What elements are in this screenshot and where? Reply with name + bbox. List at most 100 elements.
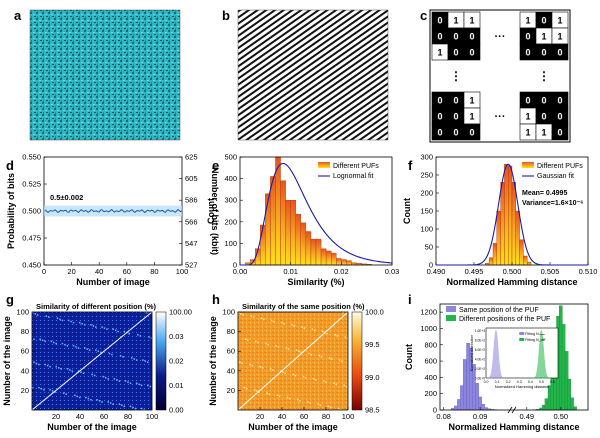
y-axis-label: Count [402, 198, 412, 224]
histogram-bar [310, 238, 317, 266]
matrix-cell-value: 0 [541, 48, 546, 58]
panel-label-b: b [222, 8, 230, 23]
matrix-cell-value: 0 [557, 48, 562, 58]
histogram-bar [320, 248, 327, 266]
matrix-cell-value: 1 [557, 32, 562, 42]
heatmap-speck [53, 341, 55, 344]
colorbar-tick-label: 0.00 [169, 406, 184, 415]
colorbar-tick-label: 99.0 [365, 373, 380, 382]
legend-swatch-bars [318, 162, 330, 168]
histogram-bar [496, 210, 501, 266]
histogram-bar [492, 243, 497, 266]
heatmap-speck [307, 401, 309, 403]
matrix-cell-value: 1 [469, 96, 474, 106]
heatmap-speck [114, 329, 117, 332]
panel-label-e: e [212, 158, 219, 173]
y-axis-label: Count [206, 198, 216, 224]
plot-frame [239, 156, 393, 266]
heatmap-speck [46, 364, 49, 367]
heatmap-speck [326, 332, 328, 335]
heatmap-speck [133, 358, 135, 360]
heatmap-speck [336, 335, 339, 337]
heatmap-speck [270, 319, 273, 322]
inset-y-tick: 6.0E+2 [475, 348, 485, 352]
heatmap-speck [245, 387, 248, 390]
heatmap-speck [310, 353, 313, 356]
heatmap-speck [97, 350, 100, 353]
histogram-bar [453, 405, 458, 411]
heatmap-speck [102, 375, 105, 378]
heatmap-speck [61, 319, 64, 322]
ellipsis-horizontal: ··· [495, 111, 506, 123]
y-axis-label: Count [404, 344, 414, 370]
histogram-bar [265, 193, 271, 266]
heatmap-speck [262, 318, 265, 321]
heatmap-speck [100, 351, 102, 354]
heatmap-speck [83, 324, 86, 326]
heatmap-speck [61, 342, 64, 345]
y-tick-label: 400 [424, 373, 437, 382]
y-tick-label: 50 [425, 243, 433, 252]
matrix-cell-value: 1 [469, 112, 474, 122]
x-axis-label: Normalized Hamming distance [448, 422, 579, 432]
matrix-cell-value: 0 [525, 32, 530, 42]
inset-x-tick: 0.1 [495, 380, 500, 384]
y-tick-label: 100 [420, 225, 433, 234]
heatmap-speck [276, 394, 279, 397]
heatmap-speck [313, 329, 316, 332]
heatmap-speck [124, 380, 127, 382]
heatmap-speck [122, 356, 124, 358]
histogram-bar [460, 385, 464, 411]
heatmap-speck [130, 357, 133, 359]
y-tick-label: 20 [227, 386, 235, 395]
heatmap-speck [243, 386, 246, 389]
heatmap-speck [66, 368, 69, 370]
y-tick-label: 1000 [420, 324, 437, 333]
heatmap-speck [255, 340, 257, 343]
heatmap-speck [240, 313, 242, 315]
y-tick-label: 1200 [420, 308, 437, 317]
histogram-bar [519, 239, 524, 266]
legend-label: Gaussian fit [537, 173, 574, 180]
histogram-bar [515, 210, 520, 266]
inset-fit-diff [532, 329, 551, 379]
histogram-bar [260, 224, 266, 266]
heatmap-speck [72, 321, 75, 324]
heatmap-speck [87, 397, 90, 400]
matrix-cell-value: 0 [557, 96, 562, 106]
heatmap-speck [283, 323, 285, 325]
axis-break-mark [507, 406, 513, 414]
heatmap-speck [272, 369, 274, 371]
heatmap-speck [49, 389, 51, 391]
heatmap-speck [342, 312, 344, 314]
heatmap-speck [50, 340, 53, 343]
y-tick-label: 0.525 [22, 180, 41, 189]
heatmap-speck [250, 315, 252, 317]
heatmap-speck [62, 392, 65, 394]
y-tick-label: 500 [224, 153, 237, 162]
heatmap-speck [277, 346, 280, 348]
matrix-cell-value: 1 [525, 112, 530, 122]
heatmap-speck [49, 365, 51, 368]
panel-e-chart: 0.00 0.01 0.02 0.03 0 100 200 300 400 500 Differen… [206, 153, 399, 288]
x-tick-label: 0.510 [579, 267, 598, 276]
panel-label-i: i [408, 292, 412, 307]
matrix-cell-value: 0 [557, 128, 562, 138]
heatmap-speck [38, 386, 40, 389]
heatmap-speck [273, 320, 275, 323]
heatmap-speck [323, 380, 325, 382]
x-tick-label: 60 [100, 412, 108, 421]
histogram-bar [573, 406, 577, 411]
y-tick-label: 60 [21, 347, 29, 356]
heatmap-speck [301, 326, 304, 328]
x-tick-label: 40 [278, 412, 286, 421]
y-tick-label: 80 [227, 327, 235, 336]
heatmap-speck [300, 351, 302, 354]
heatmap-speck [318, 354, 321, 357]
y-tick-label: 0 [433, 406, 437, 415]
heatmap-speck [54, 391, 56, 393]
heatmap-speck [315, 379, 317, 381]
matrix-cell-value: 0 [453, 112, 458, 122]
y-axis-label: Probability of bits [6, 173, 16, 249]
heatmap-speck [32, 386, 34, 389]
